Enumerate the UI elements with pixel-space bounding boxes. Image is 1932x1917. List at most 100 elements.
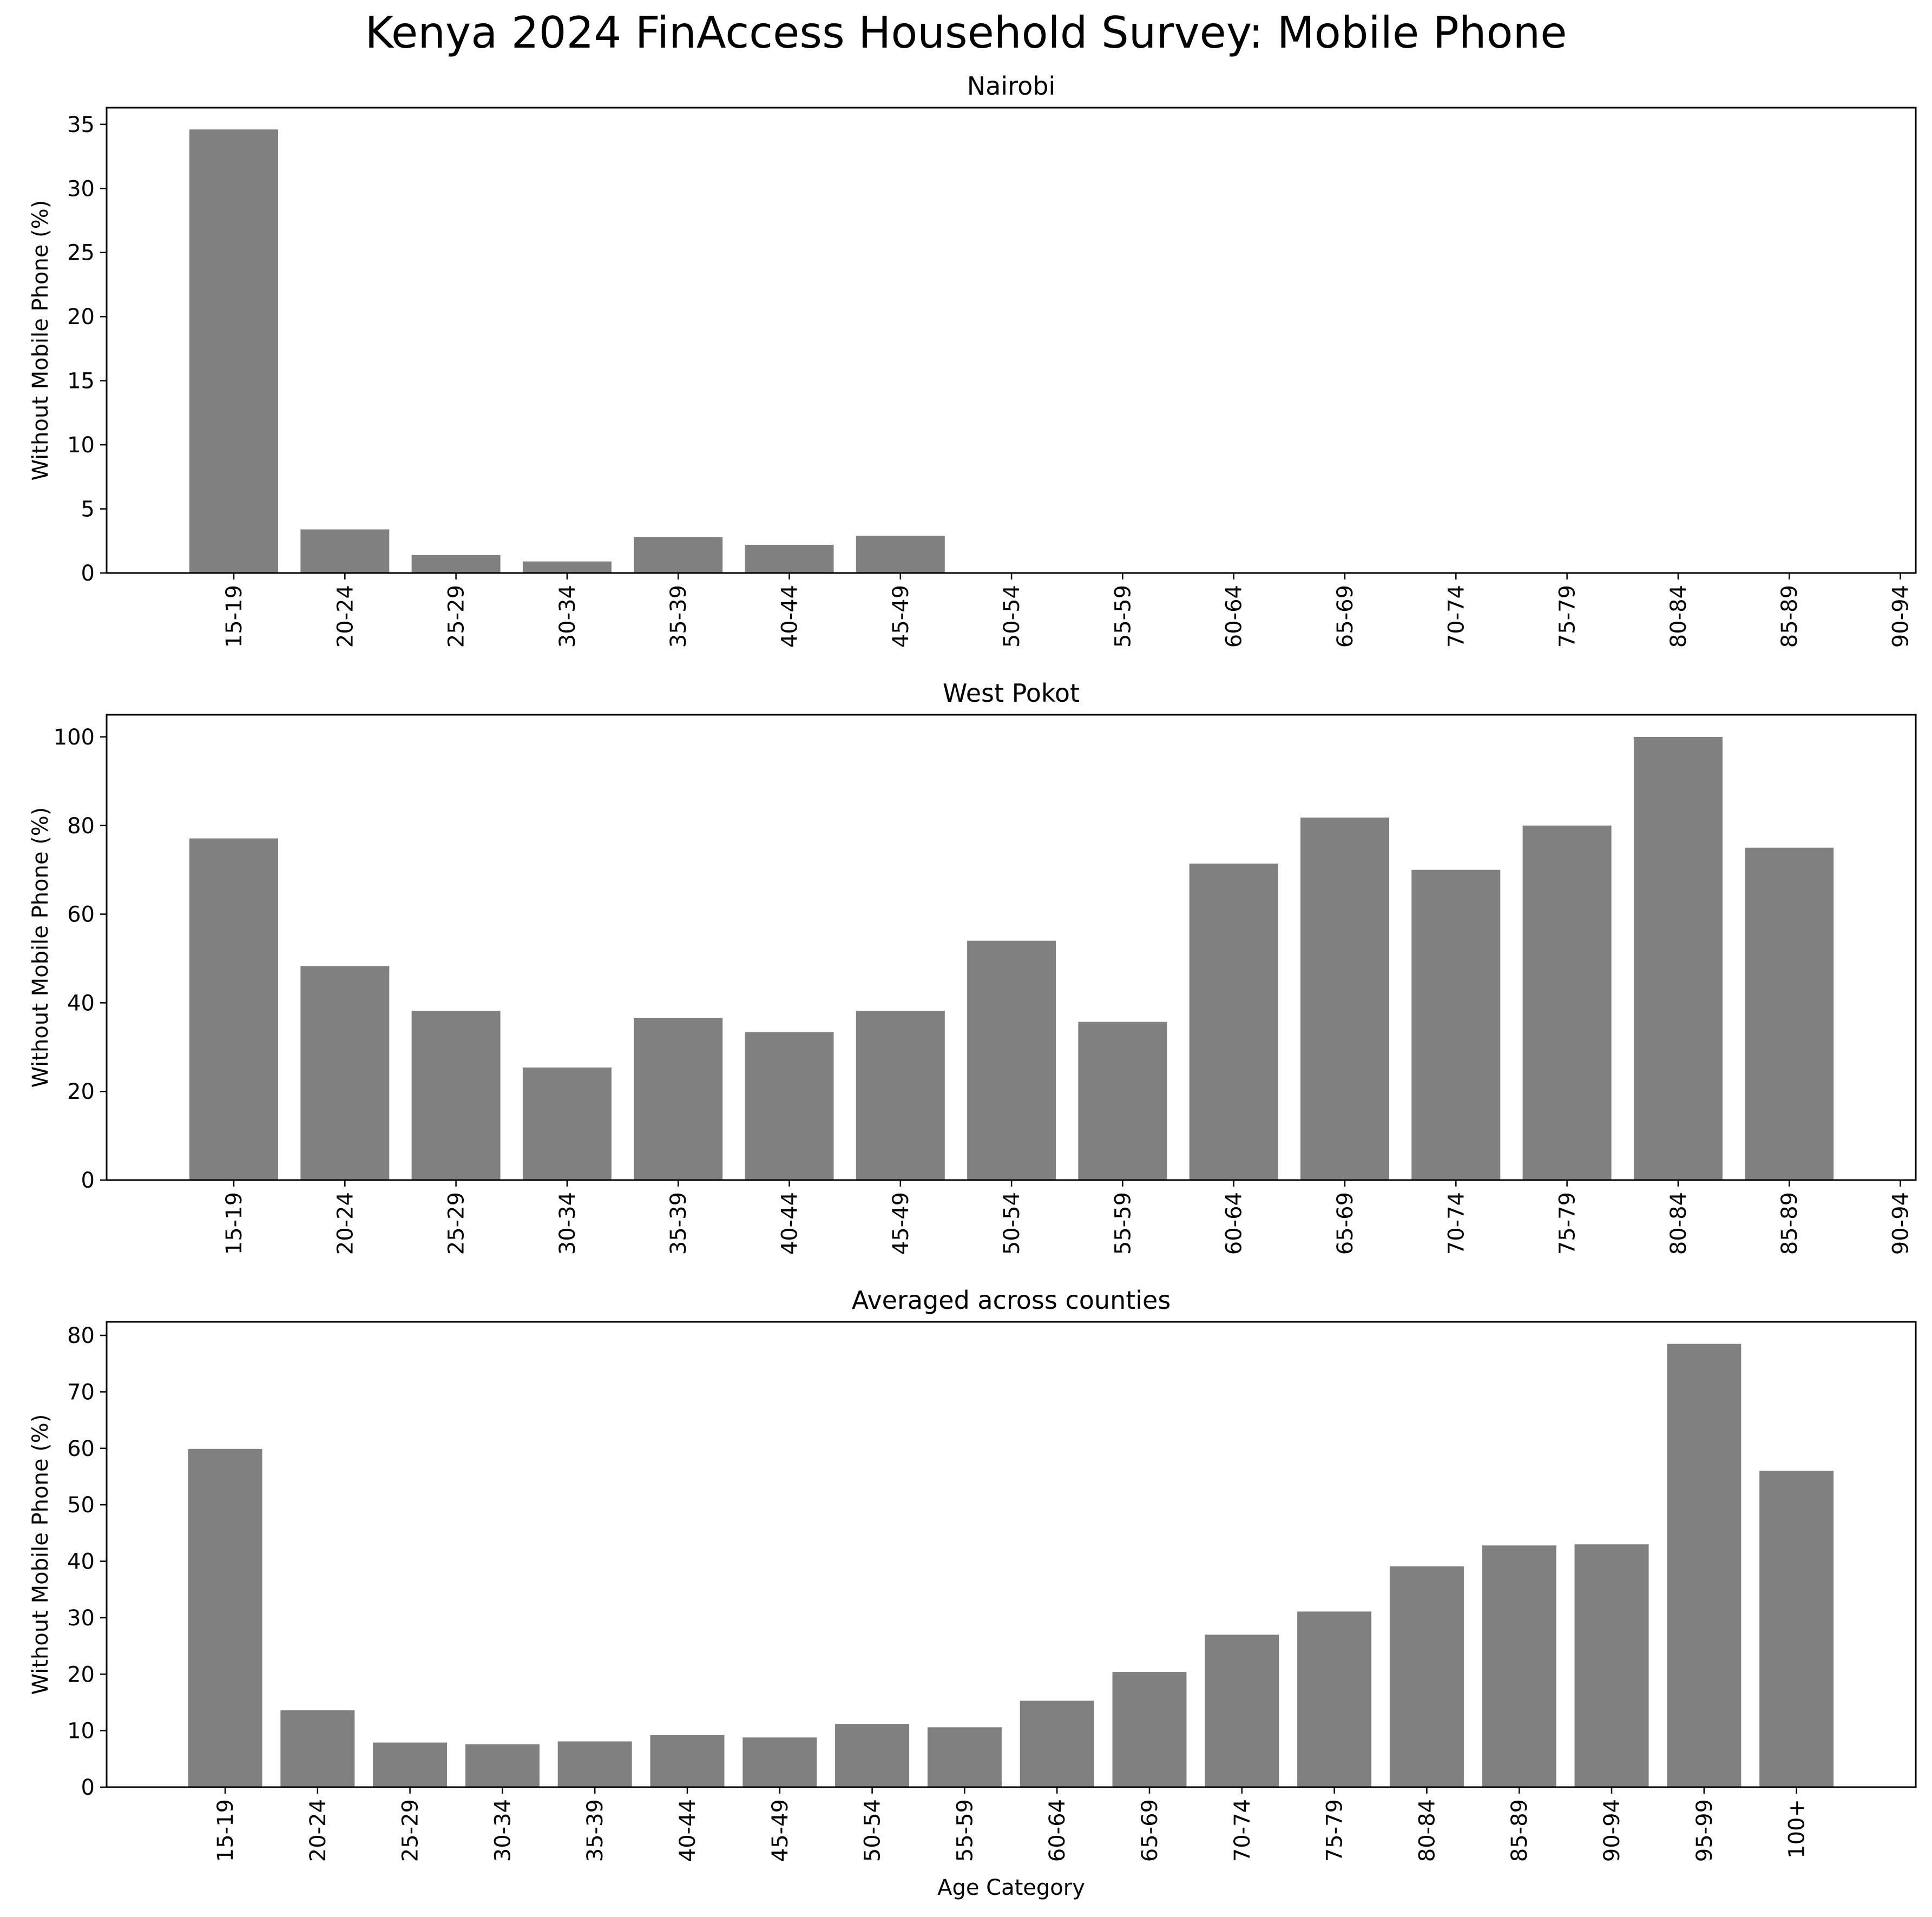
bar-35-39 — [634, 1018, 723, 1180]
y-tick-label: 30 — [67, 1606, 95, 1631]
bar-50-54 — [967, 940, 1056, 1180]
bar-30-34 — [522, 1067, 612, 1180]
bar-20-24 — [300, 966, 390, 1180]
bar-20-24 — [300, 529, 390, 573]
x-tick-label: 55-59 — [1110, 585, 1135, 648]
y-tick-label: 25 — [67, 241, 95, 266]
y-tick-label: 20 — [67, 1662, 95, 1687]
bar-20-24 — [280, 1710, 355, 1787]
x-tick-label: 85-89 — [1777, 585, 1802, 648]
y-tick-label: 20 — [67, 305, 95, 330]
bar-75-79 — [1522, 825, 1612, 1180]
y-tick-label: 80 — [67, 1323, 95, 1348]
y-tick-label: 80 — [67, 814, 95, 839]
x-tick-label: 80-84 — [1415, 1799, 1440, 1862]
bar-40-44 — [745, 1032, 834, 1180]
x-tick-label: 60-64 — [1222, 585, 1247, 648]
x-tick-label: 15-19 — [222, 585, 247, 648]
chart-panels: 0 5 10 15 20 25 30 35 15-19 20-24 25-29 30-34 35-39 4… — [28, 71, 1917, 1900]
x-tick-label: 35-39 — [666, 585, 691, 648]
panel-nairobi: 0 5 10 15 20 25 30 35 15-19 20-24 25-29 30-34 35-39 4… — [28, 71, 1917, 648]
y-tick-label: 10 — [67, 433, 95, 458]
x-tick-label: 70-74 — [1444, 585, 1469, 648]
bar-25-29 — [373, 1742, 448, 1787]
y-tick-label: 60 — [67, 902, 95, 927]
bar-65-69 — [1112, 1672, 1187, 1787]
x-tick-label: 35-39 — [583, 1799, 608, 1862]
x-tick-label: 40-44 — [778, 585, 803, 648]
x-tick-label: 45-49 — [889, 585, 914, 648]
x-tick-label: 25-29 — [444, 1192, 469, 1255]
bar-45-49 — [856, 536, 945, 573]
y-tick-label: 5 — [81, 497, 95, 522]
x-tick-label: 50-54 — [860, 1799, 885, 1862]
x-tick-label: 70-74 — [1230, 1799, 1255, 1862]
x-tick-label: 85-89 — [1507, 1799, 1532, 1862]
bar-100+ — [1759, 1471, 1834, 1787]
bar-40-44 — [650, 1735, 725, 1787]
x-tick-label: 90-94 — [1600, 1799, 1625, 1862]
y-tick-label: 60 — [67, 1437, 95, 1461]
x-axis-label: Age Category — [937, 1875, 1085, 1900]
bar-85-89 — [1482, 1545, 1556, 1787]
bar-70-74 — [1411, 869, 1501, 1180]
x-tick-label: 25-29 — [444, 585, 469, 648]
x-tick-label: 100+ — [1785, 1799, 1810, 1859]
x-tick-label: 20-24 — [333, 1192, 358, 1255]
x-tick-label: 55-59 — [952, 1799, 977, 1862]
x-tick-label: 30-34 — [555, 585, 580, 648]
x-tick-label: 40-44 — [778, 1192, 803, 1255]
panel-title: Nairobi — [967, 71, 1055, 101]
x-tick-label: 90-94 — [1889, 585, 1914, 648]
bar-50-54 — [835, 1724, 910, 1787]
x-tick-label: 15-19 — [222, 1192, 247, 1255]
bar-15-19 — [188, 1448, 262, 1787]
x-tick-label: 95-99 — [1692, 1799, 1717, 1862]
x-tick-label: 20-24 — [306, 1799, 331, 1862]
bar-70-74 — [1205, 1635, 1279, 1787]
x-tick-label: 65-69 — [1138, 1799, 1162, 1862]
y-tick-label: 15 — [67, 369, 95, 394]
x-tick-label: 60-64 — [1045, 1799, 1070, 1862]
y-tick-label: 35 — [67, 113, 95, 137]
bar-40-44 — [745, 544, 834, 573]
y-tick-label: 40 — [67, 1550, 95, 1575]
y-tick-label: 100 — [54, 725, 95, 750]
x-tick-label: 50-54 — [1000, 585, 1024, 648]
bar-85-89 — [1745, 847, 1834, 1180]
bar-35-39 — [557, 1741, 632, 1787]
bar-30-34 — [465, 1744, 540, 1787]
bar-75-79 — [1297, 1611, 1372, 1787]
x-tick-label: 40-44 — [675, 1799, 700, 1862]
x-tick-label: 75-79 — [1555, 1192, 1580, 1255]
bar-45-49 — [856, 1011, 945, 1180]
y-axis-label: Without Mobile Phone (%) — [28, 200, 53, 481]
x-tick-label: 60-64 — [1222, 1192, 1247, 1255]
y-axis-label: Without Mobile Phone (%) — [28, 1414, 53, 1695]
bar-15-19 — [189, 838, 278, 1180]
x-tick-label: 30-34 — [490, 1799, 515, 1862]
x-tick-label: 15-19 — [213, 1799, 238, 1862]
panel-title: Averaged across counties — [852, 1286, 1171, 1315]
bar-55-59 — [927, 1727, 1002, 1787]
y-tick-label: 70 — [67, 1380, 95, 1405]
bar-45-49 — [742, 1737, 817, 1787]
axes-frame — [106, 1321, 1917, 1788]
y-tick-label: 0 — [81, 561, 95, 586]
y-tick-label: 20 — [67, 1079, 95, 1104]
y-axis-label: Without Mobile Phone (%) — [28, 807, 53, 1088]
bar-90-94 — [1574, 1544, 1649, 1787]
x-tick-label: 65-69 — [1333, 1192, 1358, 1255]
bar-25-29 — [411, 1011, 501, 1180]
x-tick-label: 65-69 — [1333, 585, 1358, 648]
x-tick-label: 20-24 — [333, 585, 358, 648]
figure-title: Kenya 2024 FinAccess Household Survey: M… — [365, 8, 1567, 58]
x-tick-label: 80-84 — [1666, 1192, 1691, 1255]
panel-averaged-across-counties: 0 10 20 30 40 50 60 70 80 15-19 20-24 25-29 30-34 35-… — [28, 1286, 1917, 1900]
x-tick-label: 80-84 — [1666, 585, 1691, 648]
x-tick-label: 55-59 — [1110, 1192, 1135, 1255]
bar-35-39 — [634, 537, 723, 573]
x-tick-label: 45-49 — [889, 1192, 914, 1255]
panel-title: West Pokot — [943, 678, 1080, 708]
